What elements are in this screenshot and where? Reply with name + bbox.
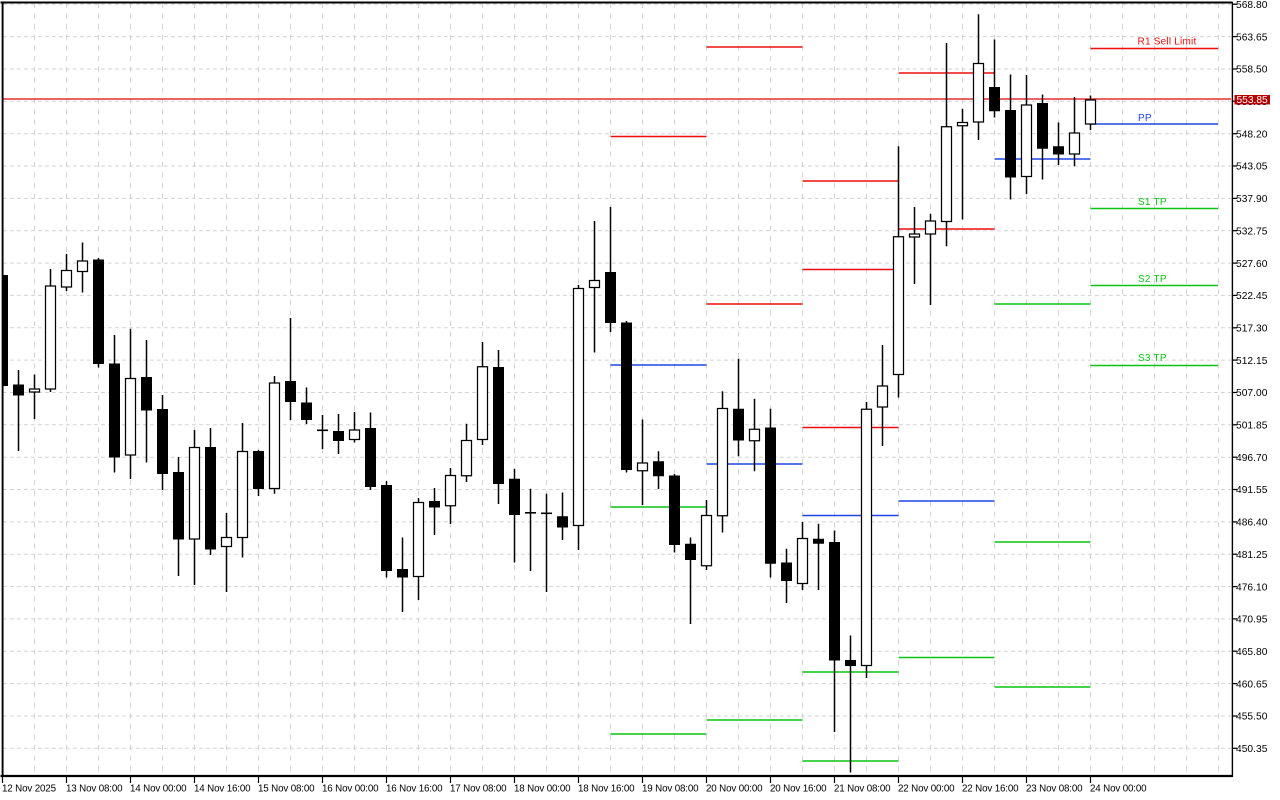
svg-text:548.20: 548.20: [1236, 129, 1268, 140]
svg-text:14 Nov 00:00: 14 Nov 00:00: [130, 784, 187, 795]
svg-text:S2 TP: S2 TP: [1138, 274, 1167, 285]
svg-text:16 Nov 00:00: 16 Nov 00:00: [322, 784, 379, 795]
svg-text:512.15: 512.15: [1236, 356, 1268, 367]
svg-text:S3 TP: S3 TP: [1138, 353, 1167, 364]
svg-text:486.40: 486.40: [1236, 518, 1268, 529]
svg-text:460.65: 460.65: [1236, 679, 1268, 690]
svg-text:501.85: 501.85: [1236, 421, 1268, 432]
svg-text:14 Nov 16:00: 14 Nov 16:00: [194, 784, 251, 795]
svg-text:20 Nov 16:00: 20 Nov 16:00: [770, 784, 827, 795]
svg-text:18 Nov 16:00: 18 Nov 16:00: [578, 784, 635, 795]
svg-text:24 Nov 00:00: 24 Nov 00:00: [1090, 784, 1147, 795]
svg-text:491.55: 491.55: [1236, 485, 1268, 496]
svg-text:17 Nov 08:00: 17 Nov 08:00: [450, 784, 507, 795]
svg-text:527.60: 527.60: [1236, 259, 1268, 270]
svg-text:465.80: 465.80: [1236, 647, 1268, 658]
svg-text:537.90: 537.90: [1236, 194, 1268, 205]
svg-text:22 Nov 00:00: 22 Nov 00:00: [898, 784, 955, 795]
svg-text:532.75: 532.75: [1236, 226, 1268, 237]
svg-text:R1 Sell Limit: R1 Sell Limit: [1138, 36, 1197, 47]
svg-text:16 Nov 16:00: 16 Nov 16:00: [386, 784, 443, 795]
svg-text:13 Nov 08:00: 13 Nov 08:00: [66, 784, 123, 795]
svg-text:568.80: 568.80: [1236, 0, 1268, 11]
svg-text:23 Nov 08:00: 23 Nov 08:00: [1026, 784, 1083, 795]
svg-text:476.10: 476.10: [1236, 582, 1268, 593]
svg-text:19 Nov 08:00: 19 Nov 08:00: [642, 784, 699, 795]
svg-text:18 Nov 00:00: 18 Nov 00:00: [514, 784, 571, 795]
svg-text:563.65: 563.65: [1236, 32, 1268, 43]
svg-text:481.25: 481.25: [1236, 550, 1268, 561]
svg-text:553.85: 553.85: [1237, 95, 1268, 106]
svg-text:470.95: 470.95: [1236, 615, 1268, 626]
svg-text:558.50: 558.50: [1236, 65, 1268, 76]
svg-text:12 Nov 2025: 12 Nov 2025: [2, 784, 57, 795]
svg-text:15 Nov 08:00: 15 Nov 08:00: [258, 784, 315, 795]
svg-text:507.00: 507.00: [1236, 388, 1268, 399]
svg-text:522.45: 522.45: [1236, 291, 1268, 302]
svg-text:20 Nov 00:00: 20 Nov 00:00: [706, 784, 763, 795]
svg-text:496.70: 496.70: [1236, 453, 1268, 464]
svg-text:517.30: 517.30: [1236, 323, 1268, 334]
svg-text:S1 TP: S1 TP: [1138, 197, 1167, 208]
svg-text:PP: PP: [1138, 113, 1152, 124]
svg-text:450.35: 450.35: [1236, 744, 1268, 755]
svg-text:543.05: 543.05: [1236, 162, 1268, 173]
svg-text:21 Nov 08:00: 21 Nov 08:00: [834, 784, 891, 795]
svg-text:22 Nov 16:00: 22 Nov 16:00: [962, 784, 1019, 795]
svg-text:455.50: 455.50: [1236, 712, 1268, 723]
